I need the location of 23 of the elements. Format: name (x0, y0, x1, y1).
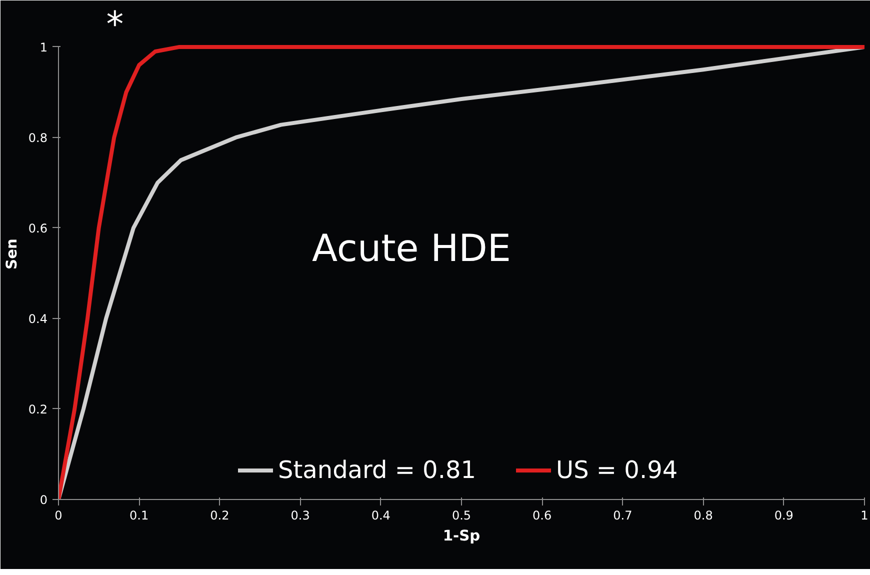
x-tick-label: 0.1 (130, 508, 149, 522)
x-tick-label: 0.5 (452, 508, 472, 522)
y-tick-label: 0.4 (28, 312, 48, 326)
x-tick-label: 0.7 (613, 508, 632, 522)
y-tick-label: 0.2 (28, 402, 48, 416)
x-tick-label: 0.3 (290, 508, 310, 522)
y-axis-title: Sen (3, 238, 20, 270)
legend-label: Standard = 0.81 (278, 456, 476, 484)
legend-label: US = 0.94 (556, 456, 678, 484)
x-tick-label: 0 (54, 508, 62, 522)
x-tick-label: 0.4 (371, 508, 390, 522)
y-tick-label: 0.8 (28, 130, 48, 145)
x-tick-label: 0.2 (210, 508, 230, 522)
annotation: Acute HDE (312, 226, 511, 270)
x-tick-label: 0.8 (694, 508, 713, 522)
y-tick-label: 0.6 (28, 221, 48, 236)
text: * (106, 4, 124, 45)
x-tick-label: 1 (860, 508, 868, 522)
x-tick-label: 0.6 (532, 508, 552, 522)
x-axis-title: 1-Sp (442, 528, 480, 544)
y-tick-label: 1 (40, 40, 48, 54)
x-tick-label: 0.9 (774, 508, 794, 522)
y-tick-label: 0 (40, 493, 48, 507)
